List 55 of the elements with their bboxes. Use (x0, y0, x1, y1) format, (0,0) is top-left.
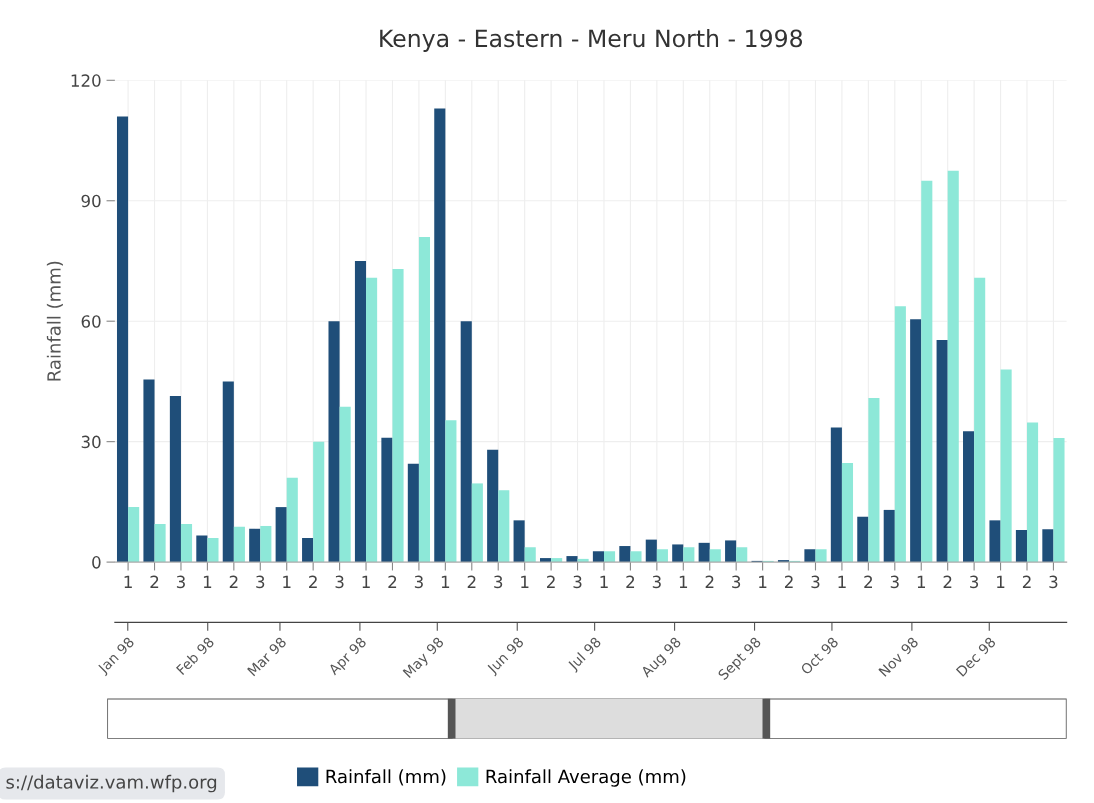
x-tick-label: 2 (784, 575, 793, 588)
x2-tick-label: Jul 98 (566, 636, 604, 673)
chart-title: Kenya - Eastern - Meru North - 1998 (380, 29, 803, 52)
y-axis-title: Rainfall (mm) (46, 261, 63, 381)
x-tick-label: 1 (679, 575, 688, 588)
x-tick-label: 3 (176, 575, 185, 589)
x-tick-label: 2 (229, 575, 238, 588)
y-tick-label: 120 (71, 74, 101, 87)
x-tick-label: 1 (203, 575, 212, 588)
x-tick-label: 1 (600, 575, 608, 588)
y-tick-label: 30 (81, 435, 101, 449)
x-tick-label: 3 (811, 575, 820, 589)
x-tick-label: 2 (626, 575, 635, 588)
x-tick-label: 3 (414, 575, 423, 589)
y-tick-label: 60 (81, 315, 101, 328)
text: s://dataviz.vam.wfp.org (6, 774, 217, 793)
legend-label: Rainfall (mm) (326, 769, 446, 786)
x-tick-label: 3 (890, 575, 899, 589)
x-tick-label: 3 (652, 575, 661, 589)
x-tick-label: 1 (521, 575, 529, 588)
x-tick-label: 1 (838, 575, 846, 588)
x2-tick-label: Jan 98 (96, 636, 137, 677)
x-tick-label: 2 (1022, 575, 1031, 588)
x-tick-label: 3 (573, 575, 582, 589)
x-tick-label: 3 (1049, 575, 1058, 589)
x-tick-label: 2 (547, 575, 555, 588)
x-tick-label: 1 (917, 575, 925, 588)
x2-tick-label: Mar 98 (246, 636, 287, 677)
x-tick-label: 2 (388, 575, 397, 588)
x2-tick-label: Nov 98 (878, 636, 919, 677)
x-tick-label: 3 (732, 575, 741, 589)
y-tick-label: 90 (81, 194, 101, 208)
y-tick-label: 0 (92, 556, 101, 569)
x-tick-label: 2 (467, 575, 476, 588)
x-tick-label: 3 (494, 575, 503, 589)
x2-tick-label: Dec 98 (955, 636, 997, 677)
x-tick-label: 3 (256, 575, 265, 589)
x-tick-label: 1 (997, 575, 1005, 588)
x-tick-label: 2 (309, 575, 317, 588)
x-tick-label: 2 (150, 575, 159, 588)
x-tick-label: 1 (441, 575, 450, 588)
x2-tick-label: Jun 98 (485, 636, 526, 677)
x-tick-label: 2 (864, 575, 872, 588)
x-tick-label: 1 (362, 575, 370, 588)
x-tick-label: 2 (943, 575, 952, 588)
x-tick-label: 3 (335, 575, 344, 589)
x2-tick-label: Apr 98 (327, 636, 369, 678)
x-tick-label: 1 (759, 575, 767, 588)
x2-tick-label: Oct 98 (800, 636, 839, 676)
x2-tick-label: Feb 98 (175, 636, 215, 676)
x-tick-label: 2 (705, 575, 714, 588)
x-tick-label: 3 (970, 575, 979, 589)
x-tick-label: 1 (124, 575, 132, 588)
x-tick-label: 1 (283, 575, 291, 588)
legend-label: Rainfall Average (mm) (486, 769, 686, 787)
